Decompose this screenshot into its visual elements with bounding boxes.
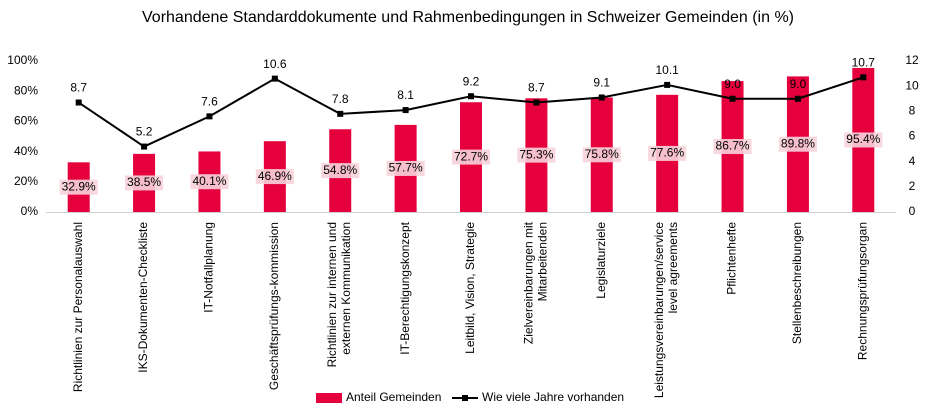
bar-value-label: 57.7% <box>389 161 423 175</box>
line-value-label: 9.0 <box>724 77 741 91</box>
line-marker <box>141 143 148 150</box>
value-label-bg <box>255 169 294 185</box>
x-tick-label: IT-Notfallplanung <box>202 222 216 313</box>
line-marker <box>729 95 736 102</box>
bar-value-label: 75.3% <box>519 147 553 161</box>
line-marker <box>468 93 474 100</box>
value-label-bg <box>125 175 164 191</box>
bar-value-label: 54.8% <box>323 163 357 177</box>
x-tick-label: IT-Berechtigungskonzept <box>398 221 412 354</box>
line-marker <box>794 95 801 102</box>
x-tick-label: IKS-Dokumenten-Checkliste <box>136 222 150 373</box>
y2-tick-label: 0 <box>909 204 916 218</box>
line-value-label: 9.1 <box>593 76 610 90</box>
legend-swatch <box>316 393 342 403</box>
value-label-bg <box>386 160 425 176</box>
y-tick-label: 60% <box>14 114 38 128</box>
chart-title: Vorhandene Standarddokumente und Rahmenb… <box>142 9 794 26</box>
line-marker <box>664 81 671 88</box>
y2-tick-label: 4 <box>909 154 916 168</box>
y2-tick-label: 12 <box>905 53 919 67</box>
bar-value-label: 95.4% <box>846 132 880 146</box>
line-marker <box>75 99 82 106</box>
y2-tick-label: 2 <box>909 179 916 193</box>
bar-value-label: 40.1% <box>192 174 226 188</box>
bar-value-label: 86.7% <box>716 139 750 153</box>
line-value-label: 10.1 <box>655 63 679 77</box>
value-label-bg <box>321 163 360 179</box>
y-tick-label: 80% <box>14 83 38 97</box>
line-marker <box>337 110 344 117</box>
y2-tick-label: 6 <box>909 129 916 143</box>
bar-value-label: 38.5% <box>127 175 161 189</box>
bar-value-label: 46.9% <box>258 169 292 183</box>
value-label-bg <box>778 136 817 152</box>
line-value-label: 7.6 <box>201 95 218 109</box>
line-value-label: 5.2 <box>136 125 153 139</box>
x-tick-label: Legislaturziele <box>594 222 608 299</box>
line-value-label: 8.1 <box>397 88 414 102</box>
y-tick-label: 40% <box>14 144 38 158</box>
bar-value-label: 89.8% <box>781 136 815 150</box>
y-tick-label: 100% <box>7 53 38 67</box>
line-value-label: 10.6 <box>263 57 287 71</box>
line-marker <box>402 107 409 114</box>
line-marker <box>271 75 278 82</box>
y2-tick-label: 8 <box>909 104 916 118</box>
value-label-bg <box>59 179 98 195</box>
line-marker <box>598 94 605 101</box>
line-value-label: 9.2 <box>463 74 480 88</box>
value-label-bg <box>451 149 491 165</box>
bar-value-label: 72.7% <box>454 149 488 163</box>
x-tick-label: Stellenbeschreibungen <box>790 222 804 344</box>
legend-label: Wie viele Jahre vorhanden <box>482 390 624 404</box>
x-tick-label: Richtlinien zur Personalauswahl <box>71 222 85 392</box>
y2-tick-label: 10 <box>905 78 919 92</box>
x-tick-label: Leitbild, Vision, Strategie <box>463 222 477 354</box>
line-marker <box>206 113 213 120</box>
x-tick-label: Richtlinien zur internen undexternen Kom… <box>325 222 353 367</box>
line-value-label: 8.7 <box>70 81 87 95</box>
legend-label: Anteil Gemeinden <box>346 390 441 404</box>
line-value-label: 7.8 <box>332 92 349 106</box>
value-label-bg <box>517 147 556 163</box>
legend-swatch <box>462 395 468 401</box>
x-tick-label: Rechnungsprüfungsorgan <box>855 222 869 360</box>
value-label-bg <box>844 132 883 148</box>
bar-value-label: 75.8% <box>585 147 619 161</box>
x-tick-label: Zielvereinbarungen mitMitarbeitenden <box>522 221 550 344</box>
value-label-bg <box>648 145 687 161</box>
x-tick-label: Geschäftsprüfungs-kommission <box>267 222 281 390</box>
value-label-bg <box>582 147 621 163</box>
y-tick-label: 0% <box>21 204 39 218</box>
line-value-label: 9.0 <box>790 77 807 91</box>
line-marker <box>860 74 867 81</box>
y-tick-label: 20% <box>14 174 38 188</box>
line-marker <box>533 99 540 106</box>
value-label-bg <box>713 139 752 155</box>
line-value-label: 8.7 <box>528 81 545 95</box>
value-label-bg <box>190 174 229 190</box>
x-tick-label: Pflichtenhefte <box>725 222 739 295</box>
bar-value-label: 32.9% <box>62 179 96 193</box>
x-tick-label: Leistungsvereinbarungen/servicelevel agr… <box>652 222 680 398</box>
line-value-label: 10.7 <box>852 56 876 70</box>
bar-value-label: 77.6% <box>650 146 684 160</box>
